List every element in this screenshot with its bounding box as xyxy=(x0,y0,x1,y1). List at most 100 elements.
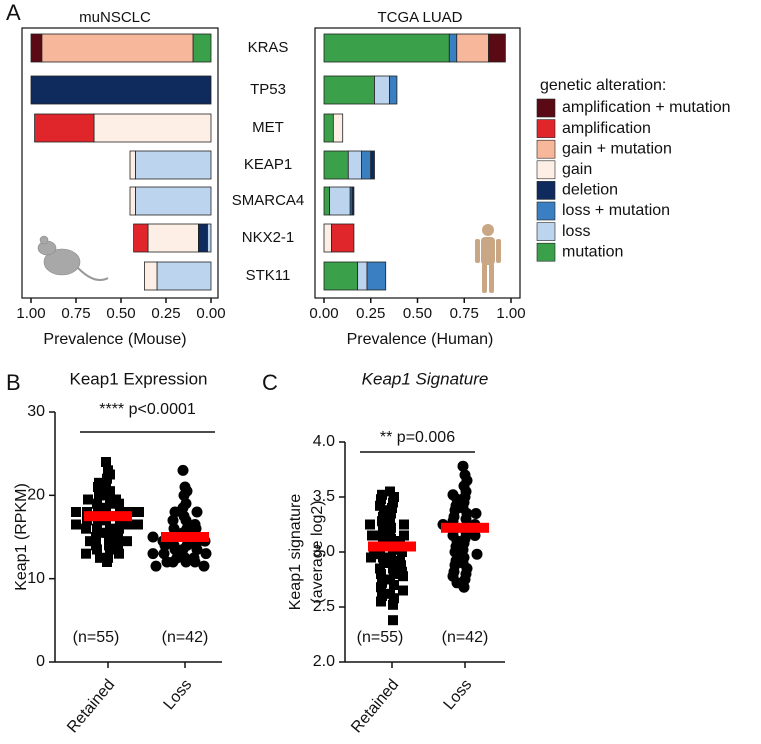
bar-segment xyxy=(357,261,368,291)
data-point xyxy=(385,514,395,524)
legend-label: deletion xyxy=(562,182,618,199)
data-point xyxy=(449,546,461,558)
data-point xyxy=(398,571,408,582)
bar-segment xyxy=(93,113,212,143)
data-point xyxy=(385,486,395,497)
data-point xyxy=(396,560,406,571)
data-point xyxy=(377,516,387,527)
y-axis-label: Keap1 signature xyxy=(287,494,304,611)
data-point xyxy=(366,552,376,563)
bar-segment xyxy=(351,186,355,216)
data-point xyxy=(114,548,124,559)
data-point xyxy=(113,532,123,542)
data-point xyxy=(101,502,111,513)
bar-segment xyxy=(332,113,344,143)
legend-swatch xyxy=(536,201,556,221)
bar-segment xyxy=(147,223,199,253)
bar-segment xyxy=(488,33,506,63)
data-point xyxy=(158,548,170,560)
panel-label: C xyxy=(262,370,278,395)
human-icon xyxy=(475,224,501,293)
data-point xyxy=(399,519,409,530)
data-point xyxy=(388,615,398,626)
data-point xyxy=(177,464,189,476)
data-point xyxy=(399,530,409,541)
data-point xyxy=(385,527,395,538)
data-point xyxy=(376,569,386,579)
x-tick-label: 0.50 xyxy=(106,305,135,322)
data-point xyxy=(387,503,397,513)
chart-title: muNSCLC xyxy=(79,9,151,26)
x-tick-label: 1.00 xyxy=(16,305,45,322)
data-point xyxy=(398,585,408,596)
bar-segment xyxy=(143,261,158,291)
data-point xyxy=(376,494,386,505)
data-point xyxy=(386,508,396,519)
y-tick-label: 0 xyxy=(36,653,45,670)
data-point xyxy=(147,548,159,560)
x-axis-label: Prevalence (Human) xyxy=(347,331,494,348)
bar-segment xyxy=(370,150,375,180)
legend-label: gain xyxy=(562,161,592,178)
data-point xyxy=(379,558,389,568)
x-tick-label: 0.50 xyxy=(403,305,432,322)
data-point xyxy=(81,523,91,534)
data-point xyxy=(385,574,395,585)
data-point xyxy=(85,536,95,547)
category-label: SMARCA4 xyxy=(232,192,305,209)
data-point xyxy=(101,457,111,467)
y-tick-label: 4.0 xyxy=(313,433,335,450)
data-point xyxy=(457,460,469,472)
bar-segment xyxy=(456,33,489,63)
data-point xyxy=(150,560,162,572)
bar-segment xyxy=(389,75,398,105)
data-point xyxy=(365,519,375,530)
bar-segment xyxy=(366,261,387,291)
x-tick-label: 0.75 xyxy=(61,305,90,322)
data-point xyxy=(191,544,203,555)
data-point xyxy=(122,536,132,547)
bar-segment xyxy=(30,75,212,105)
data-point xyxy=(458,581,470,593)
x-tick-label: 0.25 xyxy=(356,305,385,322)
bar-segment xyxy=(331,223,355,253)
category-label: STK11 xyxy=(246,267,291,284)
mean-bar xyxy=(161,532,209,542)
data-point xyxy=(133,519,143,530)
data-point xyxy=(375,547,385,557)
chart-title: Keap1 Signature xyxy=(362,369,489,388)
y-tick-label: 3.0 xyxy=(313,543,335,560)
bar-segment xyxy=(197,223,208,253)
data-point xyxy=(102,473,112,484)
data-point xyxy=(470,508,482,519)
bar-segment xyxy=(129,186,136,216)
y-tick-label: 3.5 xyxy=(313,488,335,505)
data-point xyxy=(200,548,212,560)
legend-label: loss + mutation xyxy=(562,202,670,219)
bar-segment xyxy=(133,223,149,253)
data-point xyxy=(177,544,189,555)
x-tick-label: 0.00 xyxy=(196,305,225,322)
legend-swatch xyxy=(536,139,556,159)
y-tick-label: 2.0 xyxy=(313,653,335,670)
chart-title: TCGA LUAD xyxy=(377,9,462,26)
data-point xyxy=(378,552,388,563)
x-tick-label: Retained xyxy=(348,676,402,736)
data-point xyxy=(388,599,398,610)
data-point xyxy=(169,544,181,555)
data-point xyxy=(134,507,144,517)
data-point xyxy=(387,558,397,568)
bar-segment xyxy=(448,33,458,63)
chart-title: Keap1 Expression xyxy=(70,369,208,388)
data-point xyxy=(386,552,396,563)
data-point xyxy=(147,531,159,543)
panel-label: A xyxy=(6,0,21,25)
data-point xyxy=(178,489,190,501)
n-label: (n=42) xyxy=(442,629,489,646)
data-point xyxy=(376,596,386,607)
data-point xyxy=(161,556,173,568)
legend-label: mutation xyxy=(562,243,623,260)
data-point xyxy=(191,506,203,518)
x-tick-label: 0.00 xyxy=(309,305,338,322)
